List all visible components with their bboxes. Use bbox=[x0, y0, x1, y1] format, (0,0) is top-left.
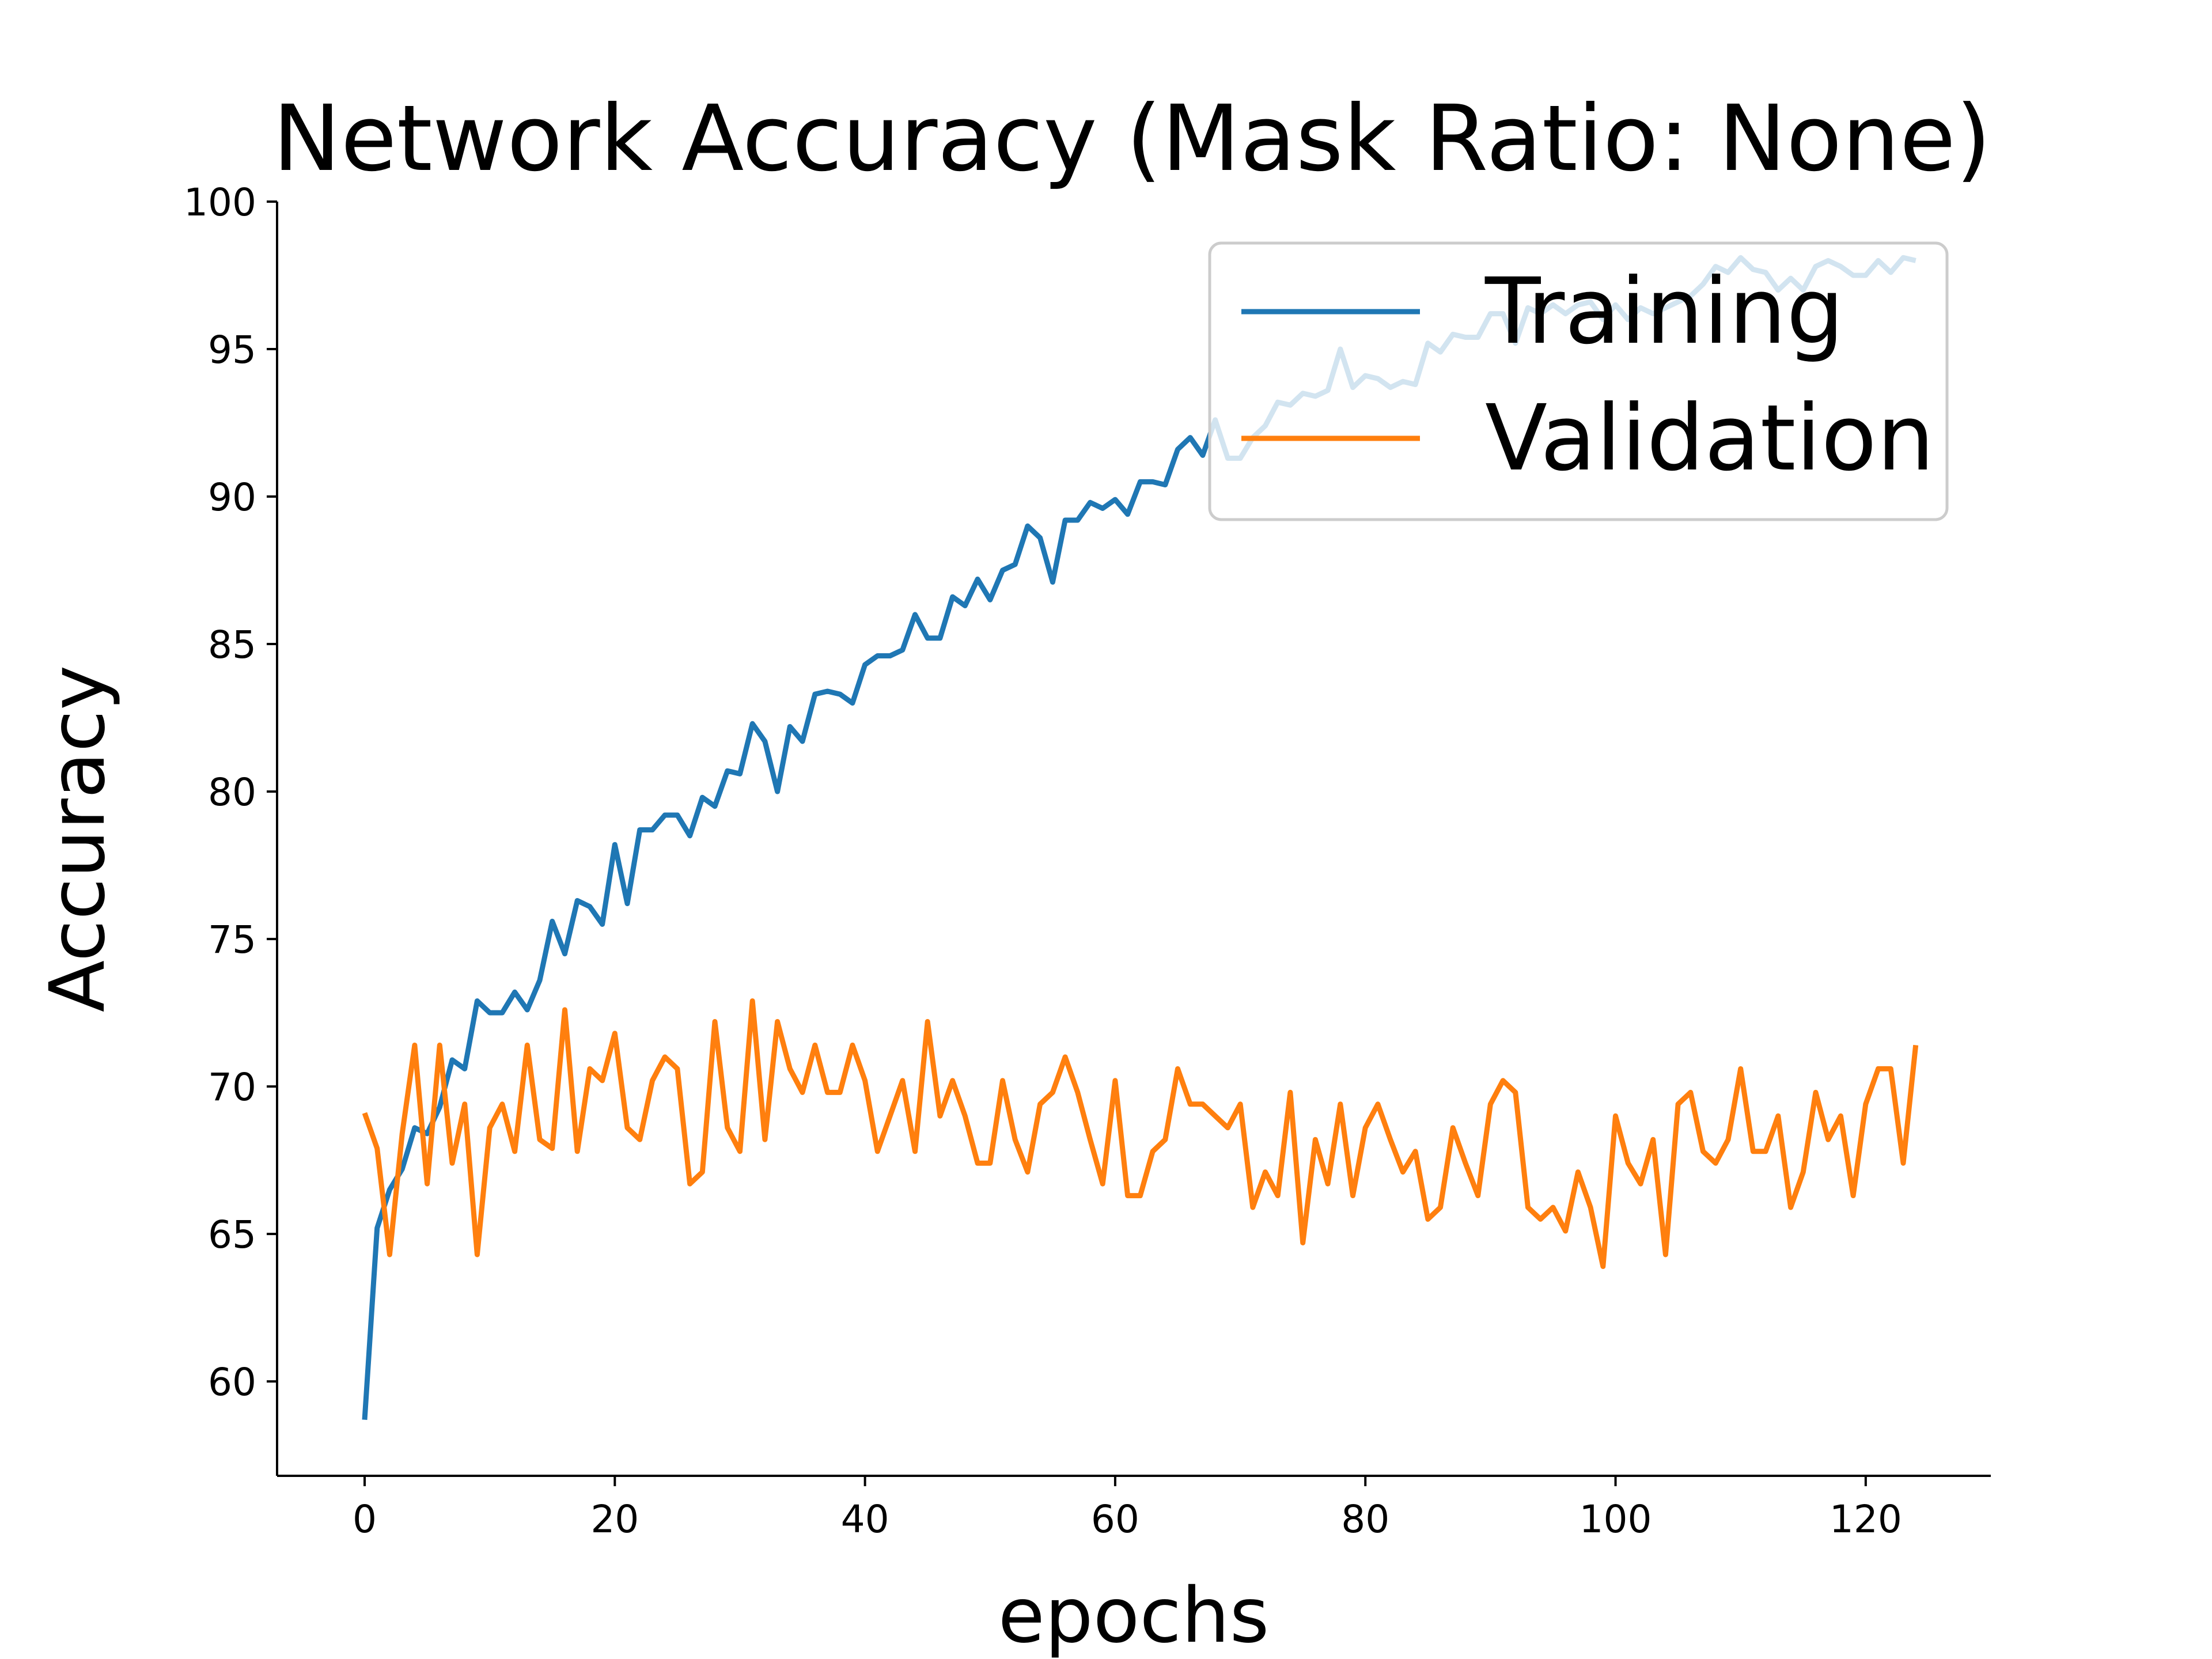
y-tick-label: 70 bbox=[208, 1065, 256, 1109]
y-tick-label: 95 bbox=[208, 328, 256, 372]
y-tick-label: 65 bbox=[208, 1213, 256, 1257]
y-axis-title: Accuracy bbox=[33, 665, 122, 1013]
y-tick-label: 80 bbox=[208, 770, 256, 815]
x-tick-label: 40 bbox=[841, 1497, 889, 1541]
y-ticks: 60 65 70 75 80 85 90 95 100 bbox=[184, 180, 277, 1404]
x-tick-label: 60 bbox=[1091, 1497, 1139, 1541]
x-tick-label: 120 bbox=[1830, 1497, 1902, 1541]
series-line-validation bbox=[362, 998, 1919, 1269]
x-ticks: 0 20 40 60 80 100 120 bbox=[353, 1476, 1902, 1541]
x-tick-label: 20 bbox=[590, 1497, 639, 1541]
chart-title: Network Accuracy (Mask Ratio: None) bbox=[272, 86, 1991, 192]
y-tick-label: 85 bbox=[208, 623, 256, 667]
legend: Training Validation bbox=[1208, 241, 1949, 521]
y-tick-label: 100 bbox=[184, 180, 256, 225]
y-tick-label: 75 bbox=[208, 918, 256, 962]
x-tick-label: 100 bbox=[1580, 1497, 1652, 1541]
plot-area: 0 20 40 60 80 100 120 60 65 70 75 80 85 90 95 100 bbox=[184, 180, 1991, 1541]
legend-label-training: Training bbox=[1484, 259, 1844, 365]
x-tick-label: 80 bbox=[1341, 1497, 1389, 1541]
y-tick-label: 60 bbox=[208, 1360, 256, 1404]
y-tick-label: 90 bbox=[208, 475, 256, 520]
x-tick-label: 0 bbox=[353, 1497, 377, 1541]
x-axis-title: epochs bbox=[998, 1571, 1270, 1659]
legend-label-validation: Validation bbox=[1485, 385, 1934, 491]
